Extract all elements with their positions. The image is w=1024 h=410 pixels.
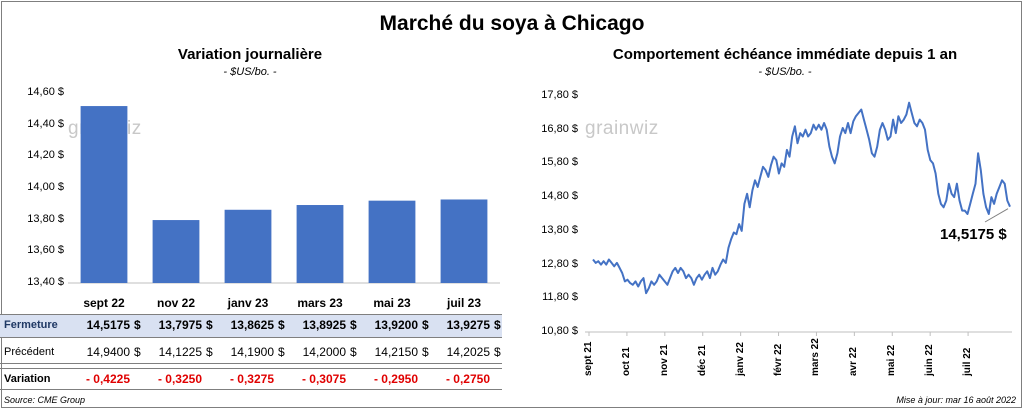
table-cell-currency: $ xyxy=(134,318,141,332)
bar-sept-22 xyxy=(80,106,128,283)
table-row-fermeture xyxy=(0,314,502,338)
source-note: Source: CME Group xyxy=(4,395,86,405)
table-cell-currency: $ xyxy=(278,318,285,332)
line-y-tick-label: 17,80 $ xyxy=(541,89,578,101)
bar-chart-title: Variation journalière xyxy=(177,46,323,63)
main-title: Marché du soya à Chicago xyxy=(379,12,645,35)
line-y-tick-label: 14,80 $ xyxy=(541,190,578,203)
table-cell-currency: $ xyxy=(278,345,285,359)
price-series-line xyxy=(592,101,1011,295)
bar-y-tick-label: 14,40 $ xyxy=(27,117,64,130)
table-cell-value: - 0,2750 xyxy=(445,372,490,386)
table-cell-value: 13,8925 xyxy=(302,318,346,332)
table-cell-currency: $ xyxy=(206,345,213,359)
table-cell-value: 13,9275 xyxy=(446,318,490,332)
table-cell-currency: $ xyxy=(422,345,429,359)
table-cell-currency: $ xyxy=(350,345,357,359)
line-y-tick-label: 12,80 $ xyxy=(541,257,578,270)
table-cell-currency: $ xyxy=(494,318,501,332)
line-y-tick-label: 13,80 $ xyxy=(541,223,578,236)
bar-mars-23 xyxy=(296,205,344,283)
bar-y-tick-label: 14,20 $ xyxy=(27,149,64,162)
table-cell-currency: $ xyxy=(206,318,213,332)
line-x-tick-label: mars 22 xyxy=(810,338,822,376)
table-row-variation xyxy=(0,368,502,390)
line-x-tick-label: juil 22 xyxy=(962,347,974,376)
table-cell-value: - 0,3250 xyxy=(157,372,202,386)
line-chart-title: Comportement échéance immédiate depuis 1… xyxy=(612,46,958,63)
bar-y-tick-label: 13,40 $ xyxy=(27,276,64,288)
bar-category-label: mars 23 xyxy=(297,296,343,310)
table-cell-value: 14,9400 xyxy=(86,345,130,359)
line-chart-units: - $US/bo. - xyxy=(758,66,812,78)
bar-category-label: nov 22 xyxy=(156,296,195,310)
table-cell-currency: $ xyxy=(494,345,501,359)
table-cell-value: 13,7975 xyxy=(158,318,202,332)
watermark-right: grainwiz xyxy=(585,118,659,139)
last-value-label: 14,5175 $ xyxy=(940,226,1007,243)
line-y-tick-label: 10,80 $ xyxy=(541,325,578,337)
bar-category-label: janv 23 xyxy=(227,296,269,310)
table-cell-value: 13,8625 xyxy=(230,318,274,332)
table-cell-value: 13,9200 xyxy=(374,318,418,332)
line-x-tick-label: nov 21 xyxy=(658,344,670,376)
bar-category-label: juil 23 xyxy=(446,296,481,310)
table-cell-value: - 0,4225 xyxy=(85,372,130,386)
table-cell-value: - 0,3075 xyxy=(301,372,346,386)
table-cell-value: 14,1900 xyxy=(230,345,274,359)
table-cell-value: 14,2150 xyxy=(374,345,418,359)
table-cell-currency: $ xyxy=(134,345,141,359)
updated-note: Mise à jour: mar 16 août 2022 xyxy=(896,395,1016,405)
table-cell-value: - 0,3275 xyxy=(229,372,274,386)
bar-janv-23 xyxy=(224,209,272,283)
bar-y-tick-label: 14,60 $ xyxy=(27,86,64,98)
table-cell-value: 14,1225 xyxy=(158,345,202,359)
bar-category-label: mai 23 xyxy=(373,296,411,310)
table-row-label: Fermeture xyxy=(4,319,58,331)
line-y-tick-label: 16,80 $ xyxy=(541,122,578,135)
line-x-tick-label: avr 22 xyxy=(848,347,860,376)
line-x-tick-label: juin 22 xyxy=(924,344,936,376)
bar-y-tick-label: 14,00 $ xyxy=(27,181,64,193)
table-cell-value: - 0,2950 xyxy=(373,372,418,386)
bar-category-label: sept 22 xyxy=(83,296,125,310)
line-x-tick-label: déc 21 xyxy=(696,344,708,376)
line-x-tick-label: oct 21 xyxy=(620,347,632,376)
table-row-label: Variation xyxy=(4,373,51,385)
bar-y-tick-label: 13,80 $ xyxy=(27,212,64,225)
line-x-tick-label: févr 22 xyxy=(772,343,784,376)
table-cell-value: 14,2025 xyxy=(446,345,490,359)
bar-juil-23 xyxy=(440,199,488,283)
line-x-tick-label: sept 21 xyxy=(583,341,594,376)
table-cell-value: 14,5175 xyxy=(86,318,130,332)
table-cell-value: 14,2000 xyxy=(302,345,346,359)
line-y-tick-label: 11,80 $ xyxy=(542,291,578,304)
bar-chart-units: - $US/bo. - xyxy=(223,66,277,78)
bar-mai-23 xyxy=(368,200,416,283)
line-x-tick-label: janv 22 xyxy=(734,342,746,376)
table-row-label: Précédent xyxy=(4,346,55,358)
bar-y-tick-label: 13,60 $ xyxy=(27,244,64,257)
last-value-leader xyxy=(984,208,1009,223)
line-x-tick-label: mai 22 xyxy=(886,344,898,376)
table-row-precedent xyxy=(0,342,502,364)
bar-nov-22 xyxy=(152,220,200,283)
table-cell-currency: $ xyxy=(422,318,429,332)
table-cell-currency: $ xyxy=(350,318,357,332)
line-y-tick-label: 15,80 $ xyxy=(541,156,578,169)
